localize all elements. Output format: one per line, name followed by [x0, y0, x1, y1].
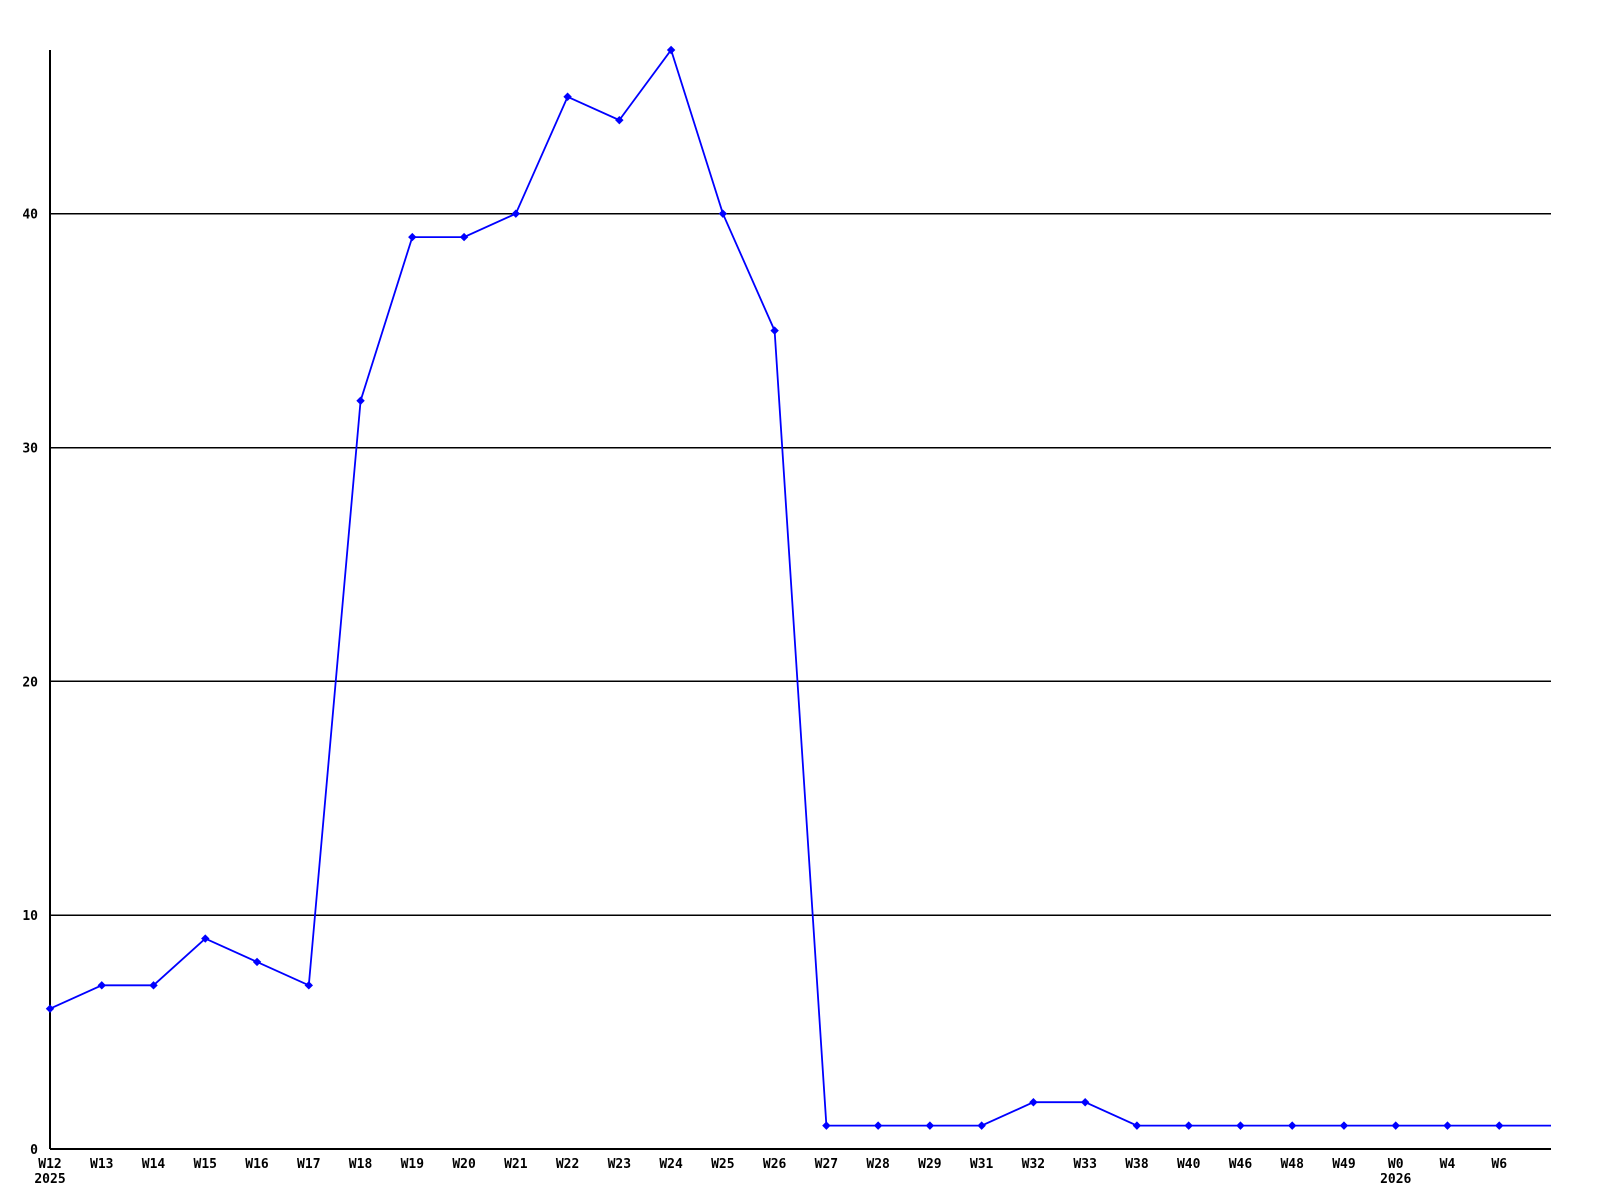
data-point-marker: [304, 981, 314, 990]
x-tick-label: W29: [918, 1157, 941, 1172]
y-tick-label: 20: [22, 675, 38, 690]
data-point-marker: [1029, 1098, 1038, 1107]
data-point-marker: [615, 115, 624, 125]
data-point-marker: [408, 232, 417, 242]
x-tick-label: W18: [349, 1157, 373, 1172]
y-tick-label: 10: [22, 909, 38, 924]
x-tick-label: W21: [504, 1157, 528, 1172]
x-tick-label: W40: [1177, 1157, 1201, 1172]
data-point-marker: [1080, 1098, 1090, 1107]
x-tick-label: W33: [1073, 1157, 1096, 1172]
data-point-marker: [459, 232, 469, 242]
x-tick-label: W27: [815, 1157, 838, 1172]
data-point-marker: [1132, 1121, 1142, 1130]
x-tick-label: W20: [452, 1157, 476, 1172]
x-tick-label: W28: [866, 1157, 890, 1172]
y-tick-label: 30: [22, 442, 38, 457]
x-tick-label: W25: [711, 1157, 734, 1172]
x-tick-label: W48: [1280, 1157, 1304, 1172]
year-label: 2026: [1380, 1172, 1411, 1187]
data-point-marker: [563, 92, 572, 101]
x-tick-label: W15: [194, 1157, 217, 1172]
x-tick-label: W22: [556, 1157, 579, 1172]
x-tick-label: W26: [763, 1157, 787, 1172]
x-tick-label: W0: [1388, 1157, 1404, 1172]
x-tick-label: W6: [1491, 1157, 1507, 1172]
x-tick-label: W38: [1125, 1157, 1149, 1172]
data-point-marker: [1443, 1121, 1452, 1130]
y-tick-label: 40: [22, 208, 38, 223]
x-tick-label: W49: [1332, 1157, 1355, 1172]
data-point-marker: [822, 1121, 831, 1130]
data-point-marker: [1339, 1121, 1349, 1130]
year-label: 2025: [34, 1172, 65, 1187]
data-point-marker: [97, 981, 106, 990]
x-tick-label: W13: [90, 1157, 113, 1172]
data-point-marker: [356, 396, 365, 405]
data-point-marker: [1288, 1121, 1297, 1130]
y-tick-label: 0: [30, 1143, 38, 1158]
x-tick-label: W31: [970, 1157, 994, 1172]
data-point-marker: [770, 326, 779, 335]
x-tick-label: W16: [245, 1157, 269, 1172]
x-tick-label: W19: [401, 1157, 424, 1172]
data-point-marker: [873, 1121, 883, 1130]
x-tick-label: W12: [38, 1157, 61, 1172]
data-line: [49, 48, 1551, 1127]
data-point-marker: [1391, 1121, 1400, 1130]
data-point-marker: [149, 981, 158, 990]
x-tick-label: W14: [142, 1157, 166, 1172]
data-point-marker: [925, 1121, 935, 1130]
data-point-marker: [977, 1121, 986, 1130]
data-point-marker: [201, 934, 210, 943]
data-point-marker: [45, 1004, 55, 1013]
data-point-marker: [1495, 1121, 1504, 1130]
data-point-marker: [1236, 1121, 1245, 1130]
x-tick-label: W24: [659, 1157, 683, 1172]
x-tick-label: W46: [1229, 1157, 1253, 1172]
data-point-marker: [252, 957, 262, 967]
x-tick-label: W23: [608, 1157, 631, 1172]
data-point-marker: [718, 209, 728, 218]
x-tick-label: W17: [297, 1157, 320, 1172]
data-point-marker: [666, 45, 676, 55]
x-tick-label: W4: [1440, 1157, 1456, 1172]
data-point-marker: [511, 209, 521, 218]
data-point-marker: [1184, 1121, 1193, 1130]
x-tick-label: W32: [1022, 1157, 1045, 1172]
